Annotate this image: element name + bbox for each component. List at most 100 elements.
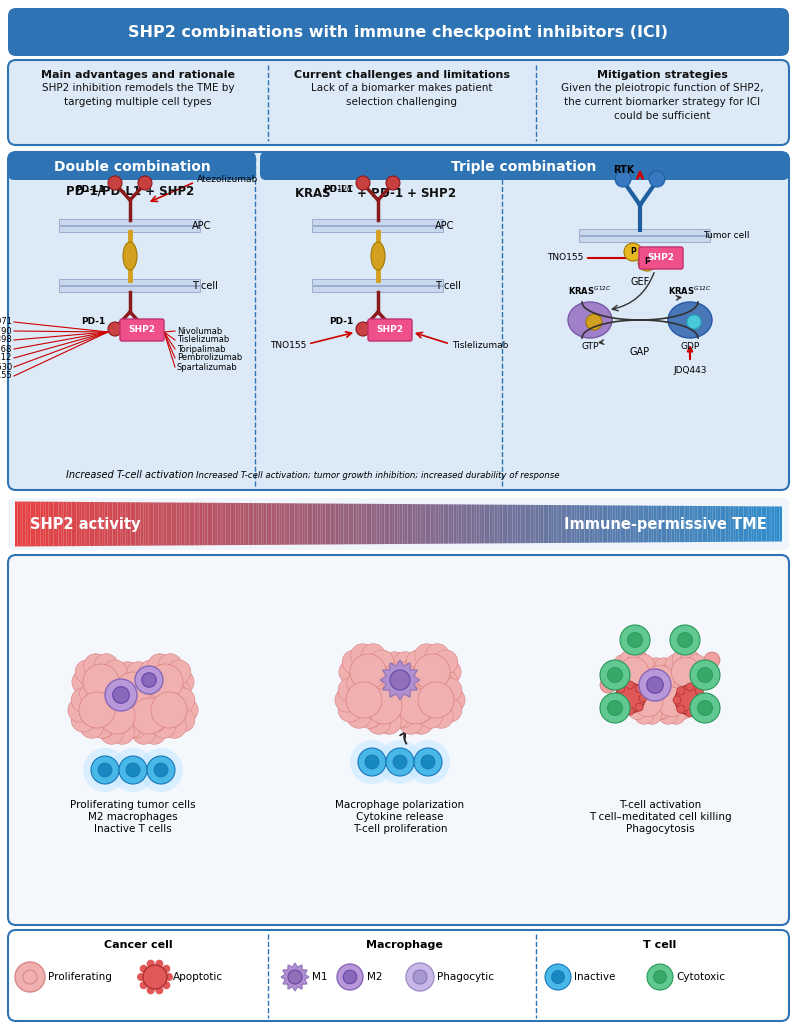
Circle shape [398, 710, 423, 735]
Polygon shape [213, 503, 215, 545]
Polygon shape [656, 505, 659, 542]
Polygon shape [756, 506, 759, 541]
Text: Current challenges and limitations: Current challenges and limitations [294, 70, 510, 80]
Polygon shape [649, 505, 651, 542]
Circle shape [382, 662, 418, 698]
Circle shape [680, 674, 700, 695]
Circle shape [425, 644, 450, 668]
Polygon shape [738, 506, 741, 541]
Polygon shape [28, 501, 30, 546]
Circle shape [103, 660, 127, 684]
Polygon shape [192, 502, 194, 545]
Circle shape [151, 691, 187, 729]
Text: Phagocytosis: Phagocytosis [626, 824, 694, 833]
FancyBboxPatch shape [8, 152, 256, 180]
Polygon shape [708, 506, 710, 542]
Polygon shape [146, 502, 148, 545]
Text: GEF: GEF [630, 277, 650, 287]
Polygon shape [428, 504, 430, 543]
Circle shape [414, 644, 439, 668]
Polygon shape [154, 502, 156, 545]
Circle shape [627, 700, 647, 719]
Circle shape [335, 688, 359, 712]
Text: SHP2 inhibition remodels the TME by
targeting multiple cell types: SHP2 inhibition remodels the TME by targ… [41, 83, 234, 107]
Text: APC: APC [192, 221, 211, 230]
Circle shape [620, 625, 650, 655]
Circle shape [105, 679, 137, 711]
Polygon shape [654, 505, 656, 542]
Circle shape [68, 698, 92, 722]
Circle shape [637, 662, 657, 682]
Polygon shape [20, 501, 22, 546]
Circle shape [367, 710, 391, 735]
Circle shape [91, 756, 119, 784]
Text: Double combination: Double combination [53, 159, 210, 174]
Polygon shape [163, 502, 167, 545]
Circle shape [126, 662, 151, 686]
Circle shape [75, 680, 100, 704]
Circle shape [111, 748, 155, 792]
Polygon shape [351, 504, 354, 544]
Text: SHP2: SHP2 [647, 253, 674, 262]
Circle shape [429, 704, 453, 729]
Text: Tumor cell: Tumor cell [703, 232, 749, 241]
Polygon shape [720, 506, 723, 542]
Circle shape [406, 963, 434, 991]
Polygon shape [169, 502, 171, 545]
Polygon shape [51, 502, 53, 546]
Polygon shape [413, 504, 415, 544]
Circle shape [405, 668, 429, 693]
FancyBboxPatch shape [60, 280, 201, 285]
Text: Apoptotic: Apoptotic [173, 972, 223, 982]
Circle shape [617, 685, 625, 693]
Polygon shape [705, 506, 708, 542]
Polygon shape [702, 506, 705, 542]
Circle shape [647, 964, 673, 990]
Circle shape [139, 680, 163, 704]
Circle shape [409, 710, 434, 735]
Text: Increased T-cell activation; tumor growth inhibition; increased durability of re: Increased T-cell activation; tumor growt… [196, 471, 559, 480]
Text: SHP2 activity: SHP2 activity [30, 517, 140, 532]
FancyBboxPatch shape [8, 8, 789, 56]
Circle shape [346, 682, 382, 718]
Polygon shape [77, 502, 79, 546]
Circle shape [171, 708, 194, 732]
Circle shape [154, 762, 168, 777]
Polygon shape [446, 504, 449, 543]
Polygon shape [430, 504, 433, 543]
Circle shape [102, 698, 126, 722]
Polygon shape [151, 502, 154, 545]
Polygon shape [74, 502, 77, 546]
Circle shape [143, 965, 167, 989]
Circle shape [15, 962, 45, 992]
Polygon shape [371, 504, 374, 544]
Circle shape [638, 253, 656, 271]
Polygon shape [49, 502, 51, 546]
Polygon shape [197, 503, 200, 545]
Text: Nivolumab: Nivolumab [177, 326, 222, 335]
Circle shape [624, 243, 642, 261]
Polygon shape [592, 505, 595, 542]
Polygon shape [112, 502, 115, 545]
Circle shape [351, 676, 375, 701]
Text: SHP2: SHP2 [376, 325, 403, 334]
Polygon shape [45, 502, 49, 546]
Circle shape [434, 650, 457, 674]
Text: PD-1: PD-1 [328, 318, 353, 326]
Polygon shape [123, 502, 125, 545]
Polygon shape [482, 504, 485, 543]
Circle shape [151, 694, 175, 718]
Circle shape [120, 704, 144, 729]
Polygon shape [367, 504, 369, 544]
Circle shape [142, 687, 167, 712]
Polygon shape [567, 505, 569, 543]
Circle shape [288, 970, 302, 984]
Text: P: P [644, 257, 650, 267]
Polygon shape [287, 503, 289, 544]
Circle shape [642, 705, 662, 724]
Circle shape [365, 755, 379, 769]
Circle shape [356, 176, 370, 190]
Polygon shape [552, 505, 554, 543]
Polygon shape [628, 505, 630, 542]
Polygon shape [423, 504, 426, 544]
